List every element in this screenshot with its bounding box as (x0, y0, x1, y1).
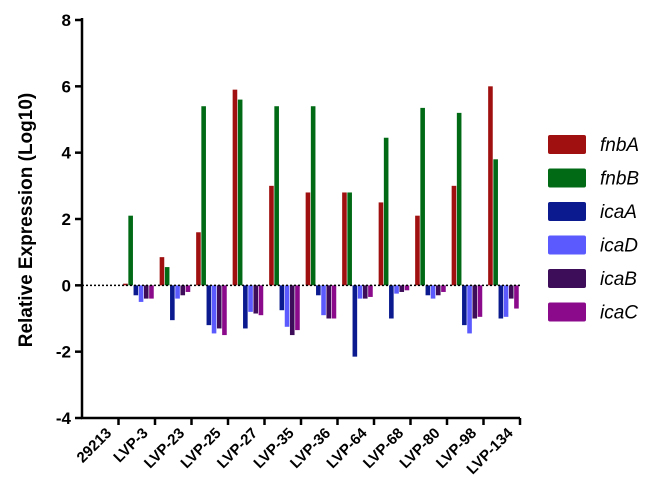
y-tick-label: 2 (62, 210, 71, 229)
bar-fnbA-LVP-134 (488, 86, 493, 286)
bar-fnbA-LVP-23 (159, 257, 165, 286)
bar-icaD-LVP-3 (138, 285, 144, 302)
legend-swatch-icaB (548, 269, 586, 288)
bar-fnbB-LVP-68 (383, 137, 389, 286)
bar-icaC-LVP-134 (514, 285, 519, 309)
bar-fnbB-LVP-64 (347, 192, 352, 286)
bar-icaB-LVP-3 (143, 285, 149, 299)
bar-icaC-LVP-27 (258, 285, 264, 316)
bar-fnbB-LVP-134 (493, 159, 498, 286)
bar-icaC-LVP-23 (185, 285, 191, 292)
bar-icaA-LVP-134 (498, 285, 504, 319)
bar-icaA-LVP-25 (206, 285, 212, 326)
legend-label-fnbB: fnbB (600, 169, 639, 190)
bar-fnbB-LVP-98 (456, 112, 462, 286)
bar-icaB-LVP-98 (472, 285, 478, 319)
bar-icaC-LVP-36 (331, 285, 337, 319)
bar-icaD-LVP-98 (467, 285, 472, 334)
bar-icaD-LVP-35 (284, 285, 290, 327)
bar-icaA-LVP-3 (133, 285, 139, 296)
y-tick-label: -4 (56, 409, 72, 428)
bar-icaA-LVP-98 (462, 285, 467, 326)
legend-swatch-icaC (548, 302, 586, 322)
legend-label-icaB: icaB (600, 269, 637, 290)
bar-icaB-LVP-25 (216, 285, 222, 329)
bar-fnbA-LVP-3 (123, 283, 128, 286)
legend-label-icaD: icaD (600, 236, 638, 257)
bar-icaA-LVP-68 (389, 285, 394, 319)
bar-icaA-LVP-27 (243, 285, 248, 329)
legend-label-icaA: icaA (600, 202, 637, 223)
bar-icaC-LVP-98 (477, 285, 483, 317)
bars-group (123, 86, 519, 357)
bar-fnbA-LVP-25 (196, 232, 201, 286)
bar-icaB-LVP-35 (289, 285, 295, 336)
bar-fnbA-LVP-98 (451, 185, 457, 286)
bar-icaB-LVP-23 (180, 285, 186, 296)
bar-icaB-LVP-80 (435, 285, 441, 296)
bar-icaA-LVP-64 (352, 285, 358, 357)
bar-icaC-LVP-3 (149, 285, 154, 299)
bar-fnbB-LVP-27 (237, 99, 243, 286)
legend-swatch-icaA (548, 202, 586, 221)
bar-icaA-LVP-23 (170, 285, 175, 321)
bar-icaC-LVP-80 (441, 285, 446, 292)
bar-icaD-LVP-134 (503, 285, 509, 317)
bar-icaD-LVP-68 (394, 285, 399, 294)
legend-label-icaC: icaC (600, 303, 638, 324)
bar-fnbA-LVP-36 (305, 192, 311, 286)
bar-fnbB-LVP-3 (128, 215, 133, 286)
bar-icaC-LVP-35 (295, 285, 300, 331)
legend-swatch-fnbB (548, 168, 586, 188)
bar-icaB-LVP-64 (362, 285, 368, 299)
y-tick-label: 6 (62, 77, 71, 96)
bar-icaD-LVP-80 (430, 285, 436, 299)
bar-icaB-LVP-134 (508, 285, 514, 299)
bar-icaD-LVP-25 (211, 285, 217, 334)
bar-icaD-LVP-64 (357, 285, 363, 299)
axes-group: -4-20246829213LVP-3LVP-23LVP-25LVP-27LVP… (56, 11, 522, 478)
bar-fnbA-LVP-64 (342, 192, 347, 286)
bar-fnbB-LVP-23 (164, 267, 170, 286)
bar-fnbB-LVP-25 (201, 106, 206, 286)
y-tick-label: 4 (62, 144, 72, 163)
bar-icaB-LVP-68 (399, 285, 405, 292)
y-tick-label: 0 (62, 276, 71, 295)
bar-icaA-LVP-35 (279, 285, 285, 311)
bar-icaA-LVP-36 (316, 285, 321, 296)
bar-fnbB-LVP-35 (274, 106, 279, 286)
legend-swatch-fnbA (548, 135, 586, 154)
bar-icaC-LVP-64 (368, 285, 373, 297)
y-tick-label: -2 (56, 343, 71, 362)
bar-fnbB-LVP-80 (420, 107, 425, 286)
bar-fnbA-LVP-35 (269, 185, 274, 286)
bar-icaD-LVP-27 (248, 285, 253, 312)
bar-fnbB-LVP-36 (310, 106, 316, 286)
bar-icaC-LVP-68 (404, 285, 410, 291)
legend-swatch-icaD (548, 235, 586, 255)
bar-icaB-LVP-27 (253, 285, 259, 314)
x-tick-label: 29213 (74, 425, 116, 467)
bar-fnbA-LVP-68 (378, 202, 384, 286)
bar-icaD-LVP-23 (175, 285, 180, 299)
bar-icaB-LVP-36 (326, 285, 332, 319)
bar-fnbA-LVP-80 (415, 215, 420, 286)
legend-label-fnbA: fnbA (600, 135, 639, 156)
bar-fnbA-LVP-27 (232, 89, 238, 286)
bar-icaC-LVP-25 (222, 285, 227, 336)
bar-icaA-LVP-80 (425, 285, 431, 296)
y-axis-title: Relative Expression (Log10) (16, 93, 37, 347)
bar-icaD-LVP-36 (321, 285, 326, 316)
y-tick-label: 8 (62, 11, 71, 30)
legend: fnbA fnbB icaA icaD icaB icaC (548, 135, 639, 324)
